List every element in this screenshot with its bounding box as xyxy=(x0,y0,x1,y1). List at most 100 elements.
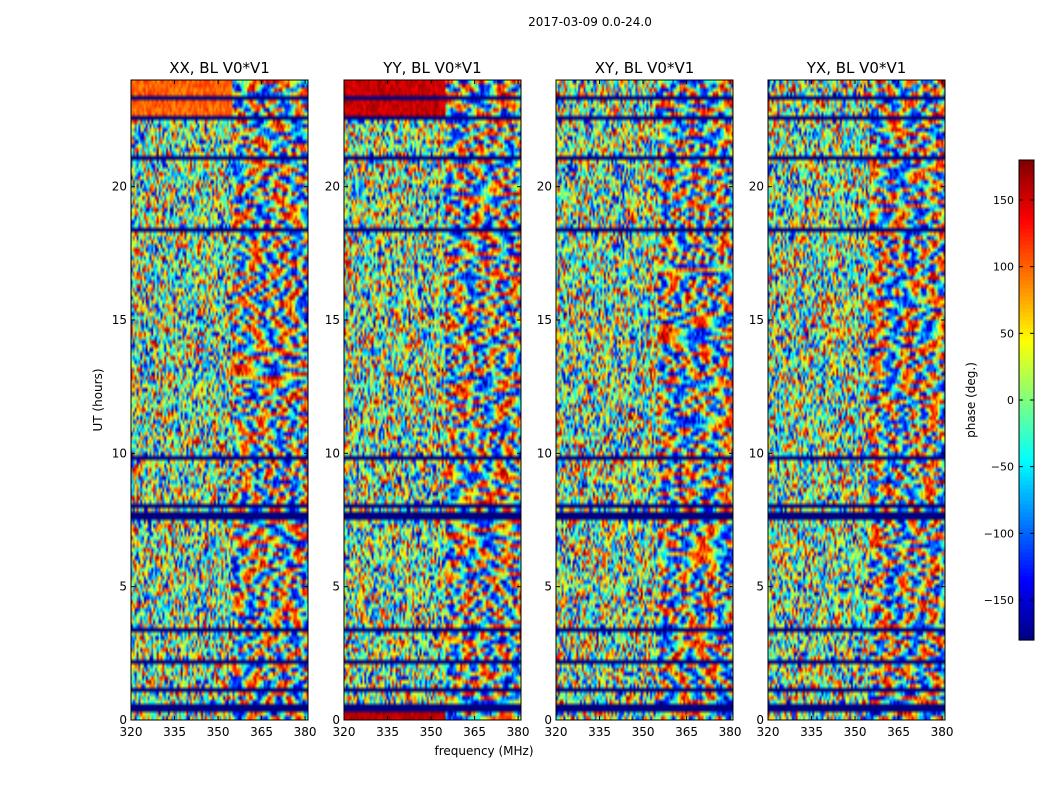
x-tick-label: 335 xyxy=(800,725,823,739)
colorbar-segment xyxy=(1019,520,1034,525)
colorbar-segment xyxy=(1019,196,1034,201)
colorbar: −150 −100 −50 0 50 100 150 xyxy=(984,159,1035,641)
y-tick-label: 10 xyxy=(112,446,127,460)
colorbar-segment xyxy=(1019,316,1034,321)
x-tick-label: 350 xyxy=(420,725,443,739)
colorbar-segment xyxy=(1019,556,1034,561)
colorbar-segment xyxy=(1019,176,1034,181)
colorbar-segment xyxy=(1019,168,1034,173)
x-tick-label: 365 xyxy=(675,725,698,739)
colorbar-segment xyxy=(1019,460,1034,465)
colorbar-segment xyxy=(1019,492,1034,497)
colorbar-segment xyxy=(1019,496,1034,501)
colorbar-segment xyxy=(1019,332,1034,337)
colorbar-segment xyxy=(1019,200,1034,205)
panel-1: XX, BL V0*V1 320 335 350 365 380 0 5 10 15 20 xyxy=(112,59,317,739)
y-tick-label: 20 xyxy=(537,180,552,194)
colorbar-segment xyxy=(1019,272,1034,277)
colorbar-segment xyxy=(1019,392,1034,397)
colorbar-segment xyxy=(1019,416,1034,421)
colorbar-segment xyxy=(1019,624,1034,629)
x-tick-label: 350 xyxy=(844,725,867,739)
colorbar-segment xyxy=(1019,448,1034,453)
colorbar-tick-label: −50 xyxy=(991,461,1014,474)
colorbar-segment xyxy=(1019,636,1034,641)
colorbar-segment xyxy=(1019,344,1034,349)
x-tick-label: 335 xyxy=(163,725,186,739)
colorbar-segment xyxy=(1019,372,1034,377)
colorbar-segment xyxy=(1019,532,1034,537)
axes-frame xyxy=(130,79,309,721)
colorbar-segment xyxy=(1019,400,1034,405)
y-tick-label: 0 xyxy=(332,713,340,727)
x-tick-label: 320 xyxy=(757,725,780,739)
colorbar-segment xyxy=(1019,304,1034,309)
y-tick-label: 10 xyxy=(537,446,552,460)
colorbar-segment xyxy=(1019,376,1034,381)
colorbar-tick-label: −150 xyxy=(984,594,1014,607)
colorbar-tick-label: 100 xyxy=(993,261,1014,274)
y-tick-label: 5 xyxy=(119,580,127,594)
colorbar-segment xyxy=(1019,364,1034,369)
colorbar-segment xyxy=(1019,432,1034,437)
colorbar-segment xyxy=(1019,280,1034,285)
x-tick-label: 320 xyxy=(333,725,356,739)
panel-2: YY, BL V0*V1 320 335 350 365 380 0 5 10 15 20 xyxy=(325,59,530,739)
colorbar-segment xyxy=(1019,580,1034,585)
colorbar-segment xyxy=(1019,296,1034,301)
y-tick-label: 15 xyxy=(749,313,764,327)
colorbar-segment xyxy=(1019,600,1034,605)
colorbar-tick-label: 50 xyxy=(1000,327,1014,340)
y-tick-label: 15 xyxy=(537,313,552,327)
colorbar-segment xyxy=(1019,312,1034,317)
x-tick-label: 320 xyxy=(120,725,143,739)
y-tick-label: 20 xyxy=(325,180,340,194)
colorbar-segment xyxy=(1019,164,1034,169)
y-tick-label: 10 xyxy=(325,446,340,460)
colorbar-segment xyxy=(1019,236,1034,241)
colorbar-tick-label: −100 xyxy=(984,527,1014,540)
colorbar-segment xyxy=(1019,172,1034,177)
colorbar-segment xyxy=(1019,440,1034,445)
colorbar-segment xyxy=(1019,476,1034,481)
panel-title: YX, BL V0*V1 xyxy=(806,59,907,77)
colorbar-segment xyxy=(1019,612,1034,617)
colorbar-segment xyxy=(1019,568,1034,573)
colorbar-segment xyxy=(1019,472,1034,477)
colorbar-segment xyxy=(1019,248,1034,253)
colorbar-segment xyxy=(1019,604,1034,609)
axes-frame xyxy=(767,79,946,721)
colorbar-segment xyxy=(1019,616,1034,621)
colorbar-segment xyxy=(1019,444,1034,449)
colorbar-segment xyxy=(1019,260,1034,265)
y-tick-label: 0 xyxy=(756,713,764,727)
colorbar-segment xyxy=(1019,504,1034,509)
y-tick-label: 0 xyxy=(119,713,127,727)
colorbar-segment xyxy=(1019,632,1034,637)
colorbar-segment xyxy=(1019,240,1034,245)
colorbar-segment xyxy=(1019,508,1034,513)
colorbar-segment xyxy=(1019,424,1034,429)
y-tick-label: 10 xyxy=(749,446,764,460)
y-tick-label: 15 xyxy=(325,313,340,327)
colorbar-segment xyxy=(1019,628,1034,633)
x-tick-label: 335 xyxy=(588,725,611,739)
colorbar-segment xyxy=(1019,268,1034,273)
colorbar-segment xyxy=(1019,184,1034,189)
x-tick-label: 380 xyxy=(507,725,530,739)
y-tick-label: 5 xyxy=(544,580,552,594)
heatmap-image xyxy=(768,80,945,720)
colorbar-segment xyxy=(1019,544,1034,549)
x-tick-label: 380 xyxy=(294,725,317,739)
colorbar-segment xyxy=(1019,484,1034,489)
colorbar-segment xyxy=(1019,540,1034,545)
heatmap-image xyxy=(556,80,733,720)
colorbar-segment xyxy=(1019,276,1034,281)
colorbar-segment xyxy=(1019,216,1034,221)
colorbar-segment xyxy=(1019,340,1034,345)
colorbar-segment xyxy=(1019,328,1034,333)
colorbar-segment xyxy=(1019,436,1034,441)
y-tick-label: 0 xyxy=(544,713,552,727)
colorbar-segment xyxy=(1019,188,1034,193)
colorbar-segment xyxy=(1019,420,1034,425)
